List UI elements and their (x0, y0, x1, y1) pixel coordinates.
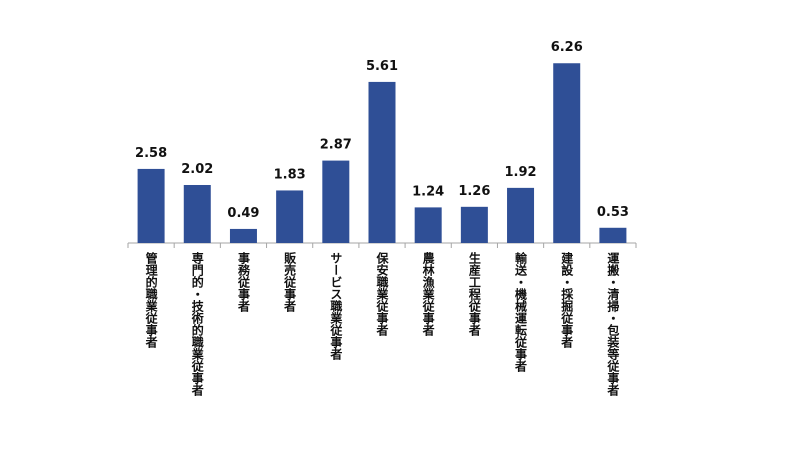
data-label: 5.61 (366, 59, 398, 74)
data-label: 0.49 (227, 206, 259, 221)
data-label: 1.26 (458, 184, 490, 199)
data-label: 0.53 (597, 205, 629, 220)
data-label: 2.02 (181, 162, 213, 177)
data-label: 2.87 (320, 138, 352, 153)
bar (229, 228, 257, 243)
x-tick-label: 保安職業従事者 (375, 251, 389, 337)
bar (414, 207, 442, 243)
bar (276, 190, 304, 243)
x-tick-label: 管理的職業従事者 (144, 251, 158, 349)
x-tick-label: 販売従事者 (283, 251, 297, 313)
bar (507, 187, 535, 243)
x-tick-label: 建設・採掘従事者 (560, 251, 574, 349)
bar (183, 184, 211, 243)
x-tick-label: 専門的・技術的職業従事者 (190, 251, 204, 397)
x-tick-label: 生産工程従事者 (467, 251, 481, 337)
bar (553, 63, 581, 244)
x-tick-label: 運搬・清掃・包装等従事者 (606, 252, 620, 397)
data-label: 1.83 (274, 167, 306, 182)
x-tick-label: 農林漁業従事者 (421, 251, 435, 337)
data-label: 1.92 (505, 165, 537, 180)
bar (460, 206, 488, 243)
data-label: 2.58 (135, 146, 167, 161)
bar (599, 227, 627, 243)
x-tick-label: 事務従事者 (236, 251, 250, 313)
x-tick-label: 輸送・機械運転従事者 (514, 251, 528, 373)
x-tick-label: サービス職業従事者 (329, 252, 343, 361)
bar (137, 168, 165, 243)
bar (322, 160, 350, 243)
bar (368, 81, 396, 243)
data-label: 6.26 (551, 40, 583, 55)
data-label: 1.24 (412, 184, 444, 199)
